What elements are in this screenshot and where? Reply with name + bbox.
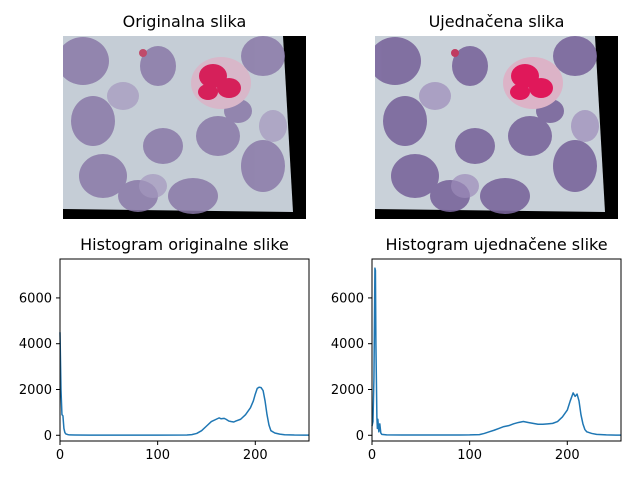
x-tick-label-equalized-200: 200 [555,448,580,463]
histogram-equalized-line [371,267,621,436]
histogram-original-frame [59,258,310,442]
y-tick-label-original-0: 0 [44,429,52,444]
equalized-image-title: Ujednačena slika [428,12,565,31]
original-blood-cell-image [63,36,306,219]
y-tick-label-equalized-6000: 6000 [331,291,364,306]
x-tick-label-original-100: 100 [145,448,170,463]
x-tick-label-original-200: 200 [243,448,268,463]
equalized-blood-cell-image [375,36,618,219]
histogram-original-line [59,332,309,436]
y-tick-label-original-6000: 6000 [19,291,52,306]
y-tick-label-equalized-2000: 2000 [331,383,364,398]
original-image-title: Originalna slika [122,12,247,31]
y-tick-label-original-4000: 4000 [19,337,52,352]
x-tick-label-original-0: 0 [56,448,64,463]
equalized-image [375,36,618,219]
x-tick-label-equalized-100: 100 [457,448,482,463]
original-image [63,36,306,219]
y-tick-label-original-2000: 2000 [19,383,52,398]
y-tick-label-equalized-4000: 4000 [331,337,364,352]
x-tick-label-equalized-0: 0 [368,448,376,463]
histogram-equalized-title: Histogram ujednačene slike [385,235,608,254]
histogram-equalized-frame [371,258,622,442]
y-tick-label-equalized-0: 0 [356,429,364,444]
histogram-original-title: Histogram originalne slike [80,235,289,254]
